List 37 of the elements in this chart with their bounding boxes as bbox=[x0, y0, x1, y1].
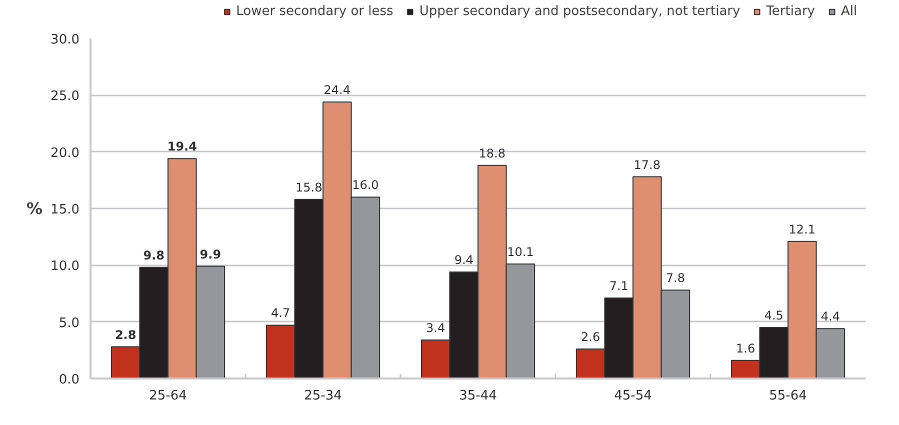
y-tick-label: 15.0 bbox=[50, 202, 80, 218]
x-tick-label: 25-34 bbox=[304, 388, 342, 404]
y-tick-label: 0.0 bbox=[58, 372, 80, 388]
y-tick-label: 5.0 bbox=[58, 316, 80, 331]
y-tick-label: 10.0 bbox=[50, 259, 80, 274]
x-tick-label: 45-54 bbox=[614, 388, 652, 404]
data-label: 7.8 bbox=[666, 271, 685, 286]
x-tick-label: 25-64 bbox=[149, 388, 187, 404]
data-label: 9.8 bbox=[143, 248, 164, 262]
y-tick-label: 20.0 bbox=[50, 146, 80, 161]
data-label: 9.9 bbox=[200, 247, 222, 262]
data-label: 1.6 bbox=[736, 341, 756, 356]
legend-label: Tertiary bbox=[766, 4, 815, 19]
data-label: 15.8 bbox=[295, 180, 322, 194]
data-label: 17.8 bbox=[634, 158, 661, 172]
data-label: 7.1 bbox=[609, 279, 628, 294]
data-label: 12.1 bbox=[788, 222, 816, 236]
data-label: 4.5 bbox=[764, 308, 784, 322]
x-tick-label: 55-64 bbox=[769, 388, 807, 404]
legend-label: Upper secondary and postsecondary, not tertiary bbox=[419, 4, 740, 19]
data-label: 9.4 bbox=[454, 252, 474, 267]
data-label: 18.8 bbox=[478, 146, 506, 160]
legend-label: All bbox=[841, 4, 858, 19]
data-label: 10.1 bbox=[507, 245, 534, 260]
y-tick-label: 25.0 bbox=[50, 89, 80, 104]
data-label: 4.4 bbox=[820, 310, 840, 324]
data-label: 2.8 bbox=[114, 328, 136, 342]
legend-label: Lower secondary or less bbox=[236, 4, 394, 19]
x-tick-label: 35-44 bbox=[459, 388, 497, 404]
data-label: 4.7 bbox=[271, 306, 290, 320]
y-tick-label: 30.0 bbox=[50, 32, 80, 48]
data-label: 3.4 bbox=[426, 320, 446, 335]
data-label: 24.4 bbox=[324, 82, 351, 97]
data-label: 16.0 bbox=[352, 178, 379, 192]
data-label: 19.4 bbox=[167, 140, 197, 154]
data-label: 2.6 bbox=[581, 330, 600, 344]
y-axis-title: % bbox=[26, 199, 43, 218]
